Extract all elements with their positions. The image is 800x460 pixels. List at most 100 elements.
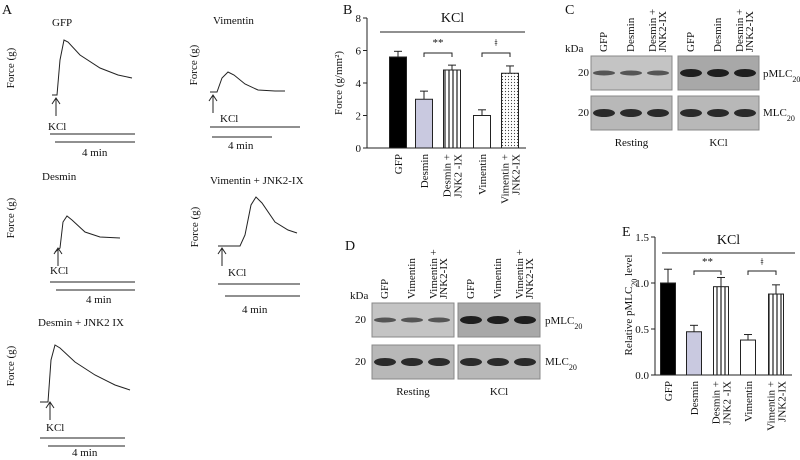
- bar: [415, 98, 433, 149]
- bar: [660, 282, 676, 376]
- text: Relative pMLC: [623, 287, 635, 356]
- bar: [389, 56, 407, 149]
- text: MLC: [545, 356, 569, 368]
- trace-title: Desmin: [42, 171, 77, 183]
- group-label: KCl: [490, 386, 508, 398]
- time-scale-label: 4 min: [72, 447, 98, 459]
- subscript: 20: [787, 114, 795, 123]
- x-tick-label: JNK2 -IX: [453, 154, 465, 198]
- arrow-head: [51, 97, 61, 105]
- force-trace: [52, 39, 133, 96]
- significance-mark: **: [433, 37, 444, 49]
- time-scale-label: 4 min: [242, 304, 268, 316]
- lane-label: GFP: [685, 32, 697, 52]
- lane-label: JNK2-IX: [744, 11, 756, 52]
- lane-label: Vimentin +: [428, 249, 440, 299]
- subscript: 20: [792, 75, 800, 84]
- subscript: 20: [569, 363, 577, 372]
- subscript: 20: [630, 279, 639, 287]
- lane-label: Desmin +: [647, 9, 659, 52]
- marker-label: 20: [355, 356, 367, 368]
- significance-mark: ǂ: [495, 37, 498, 49]
- group-label: Resting: [615, 137, 649, 149]
- x-tick-label: Vimentin +: [500, 154, 512, 204]
- lane-label: Vimentin: [406, 258, 418, 299]
- band: [647, 109, 669, 117]
- significance-mark: ǂ: [761, 256, 764, 268]
- force-trace: [54, 215, 121, 253]
- band: [401, 358, 423, 366]
- x-tick-label: Vimentin +: [766, 381, 778, 431]
- lane-label: GFP: [598, 32, 610, 52]
- time-scale-label: 4 min: [228, 140, 254, 152]
- bar: [473, 115, 491, 149]
- band: [593, 109, 615, 117]
- y-tick-label: 8: [356, 13, 362, 25]
- lane-label: Vimentin +: [514, 249, 526, 299]
- band: [647, 70, 669, 76]
- arrow-head: [217, 247, 227, 255]
- row-label: pMLC20: [545, 315, 582, 331]
- x-tick-label: Vimentin: [743, 381, 755, 422]
- arrow-head: [208, 94, 218, 102]
- stimulus-label: KCl: [50, 265, 68, 277]
- band: [374, 317, 396, 323]
- lane-label: GFP: [379, 279, 391, 299]
- panel-label: D: [345, 239, 355, 254]
- band: [680, 69, 702, 77]
- bar: [686, 331, 702, 376]
- trace-title: Desmin + JNK2 IX: [38, 317, 124, 329]
- band: [487, 358, 509, 366]
- subscript: 20: [574, 322, 582, 331]
- x-tick-label: GFP: [663, 381, 675, 401]
- panel-label: C: [565, 3, 574, 18]
- y-tick-label: 1.0: [635, 278, 649, 290]
- band: [707, 69, 729, 77]
- lane-label: Desmin: [625, 17, 637, 52]
- bar: [740, 339, 756, 376]
- marker-label: 20: [355, 314, 367, 326]
- panel-label: B: [343, 3, 352, 18]
- x-tick-label: Desmin +: [711, 381, 723, 424]
- x-tick-label: GFP: [393, 154, 405, 174]
- y-axis-label: Relative pMLC20 level: [623, 255, 639, 356]
- band: [428, 317, 450, 323]
- lane-label: JNK2-IX: [657, 11, 669, 52]
- significance-bracket: [423, 52, 453, 57]
- y-tick-label: 6: [356, 46, 362, 58]
- band: [487, 316, 509, 324]
- panel-label: E: [622, 225, 631, 240]
- bar: [501, 72, 519, 149]
- trace-title: Vimentin: [213, 15, 254, 27]
- stimulus-label: KCl: [228, 267, 246, 279]
- y-axis-label: Force (g): [188, 44, 200, 85]
- x-tick-label: JNK2 -IX: [722, 381, 734, 425]
- row-label: MLC20: [763, 107, 795, 123]
- y-axis-label: Force (g): [5, 345, 17, 386]
- force-trace: [40, 344, 131, 403]
- stimulus-label: KCl: [48, 121, 66, 133]
- lane-label: Desmin: [712, 17, 724, 52]
- y-axis-label: Force (g/mm²): [333, 51, 345, 115]
- arrow-head: [45, 401, 55, 409]
- text: pMLC: [545, 315, 574, 327]
- y-tick-label: 2: [356, 111, 362, 123]
- y-axis-label: Force (g): [5, 47, 17, 88]
- significance-bracket: [747, 270, 777, 275]
- band: [734, 69, 756, 77]
- x-tick-label: Desmin +: [442, 154, 454, 197]
- kda-label: kDa: [565, 43, 583, 55]
- band: [593, 70, 615, 76]
- significance-bracket: [481, 52, 511, 57]
- significance-mark: **: [702, 256, 713, 268]
- x-tick-label: Desmin: [419, 154, 431, 189]
- time-scale-label: 4 min: [86, 294, 112, 306]
- band: [620, 70, 642, 76]
- y-tick-label: 1.5: [635, 232, 649, 244]
- text: MLC: [763, 107, 787, 119]
- row-label: pMLC20: [763, 68, 800, 84]
- lane-label: JNK2-IX: [524, 258, 536, 299]
- group-label: Resting: [396, 386, 430, 398]
- force-trace: [218, 196, 298, 247]
